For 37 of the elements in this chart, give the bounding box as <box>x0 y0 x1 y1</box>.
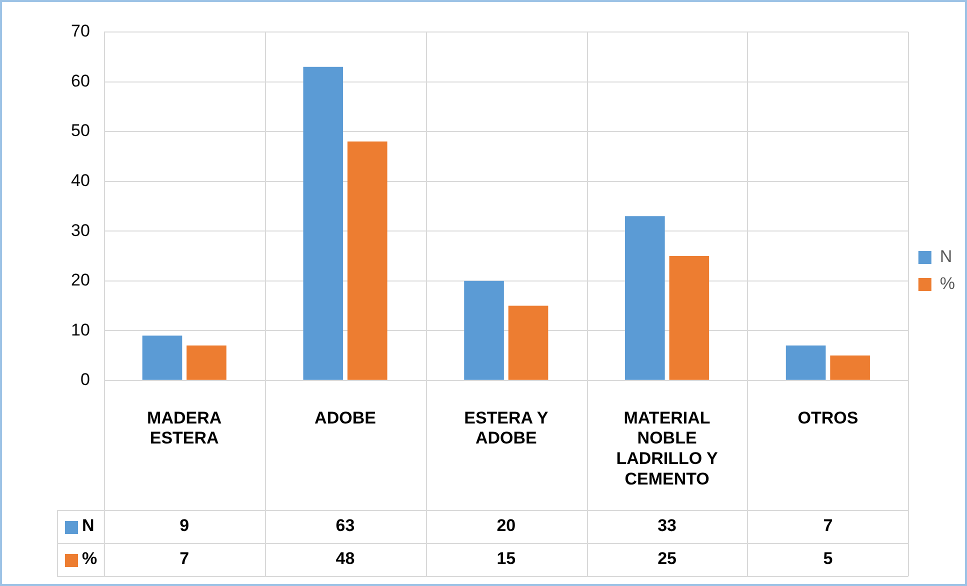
data-label: 48 <box>336 549 355 568</box>
data-label: 20 <box>496 516 516 536</box>
bar <box>625 216 665 380</box>
y-tick-label: 50 <box>70 121 90 140</box>
y-tick-label: 10 <box>70 320 90 340</box>
data-label: 15 <box>496 549 516 568</box>
bar <box>786 346 826 380</box>
y-tick-label: 60 <box>70 71 90 90</box>
bar <box>669 256 710 380</box>
x-tick-label: MATERIAL NOBLE LADRILLO Y CEMENTO <box>616 408 719 488</box>
bar <box>464 280 504 380</box>
data-label: 25 <box>658 549 677 568</box>
legend-label: N <box>940 247 952 266</box>
data-label: 9 <box>180 516 190 536</box>
data-label: 33 <box>658 516 677 536</box>
bar <box>142 336 182 380</box>
x-tick-label: ESTERA Y ADOBE <box>464 408 549 448</box>
y-tick-label: 40 <box>70 171 90 190</box>
data-label: 5 <box>823 549 833 568</box>
bar <box>830 356 870 380</box>
legend-label: % <box>940 274 956 294</box>
y-tick-label: 70 <box>70 22 90 41</box>
y-tick-label: 30 <box>70 220 90 240</box>
text: % <box>82 549 98 568</box>
bar <box>508 306 548 380</box>
x-tick-label: ADOBE <box>314 408 376 428</box>
y-tick-label: 20 <box>70 270 90 290</box>
text: N <box>82 516 94 536</box>
x-tick-label: MADERA ESTERA <box>147 408 222 448</box>
data-label: 7 <box>823 516 833 536</box>
data-label: 7 <box>180 549 190 568</box>
bar <box>347 141 388 380</box>
x-tick-label: OTROS <box>798 408 858 428</box>
bar <box>303 66 344 380</box>
data-label: 63 <box>336 516 355 536</box>
y-tick-label: 0 <box>80 370 90 390</box>
bar <box>186 346 226 380</box>
